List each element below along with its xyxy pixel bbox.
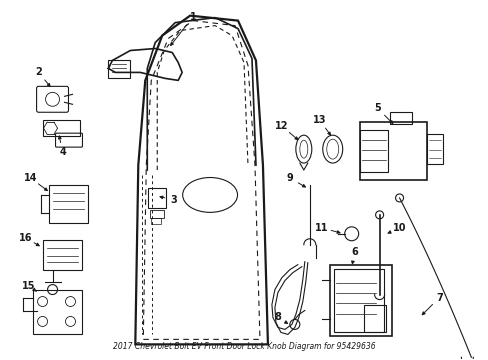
Text: 11: 11	[314, 223, 328, 233]
Text: 15: 15	[22, 280, 35, 291]
Text: 9: 9	[286, 173, 293, 183]
Text: 12: 12	[275, 121, 288, 131]
Text: 7: 7	[435, 293, 442, 302]
Text: 16: 16	[19, 233, 32, 243]
Text: 10: 10	[392, 223, 406, 233]
Text: 6: 6	[350, 247, 357, 257]
Text: 14: 14	[24, 173, 37, 183]
Text: 2017 Chevrolet Bolt EV Front Door Lock Knob Diagram for 95429636: 2017 Chevrolet Bolt EV Front Door Lock K…	[113, 342, 375, 351]
Text: 5: 5	[373, 103, 380, 113]
Text: 3: 3	[170, 195, 177, 205]
Text: 1: 1	[189, 12, 196, 22]
Text: 2: 2	[35, 67, 42, 77]
Text: 13: 13	[312, 115, 326, 125]
Text: 4: 4	[59, 147, 66, 157]
Text: 8: 8	[274, 312, 281, 323]
